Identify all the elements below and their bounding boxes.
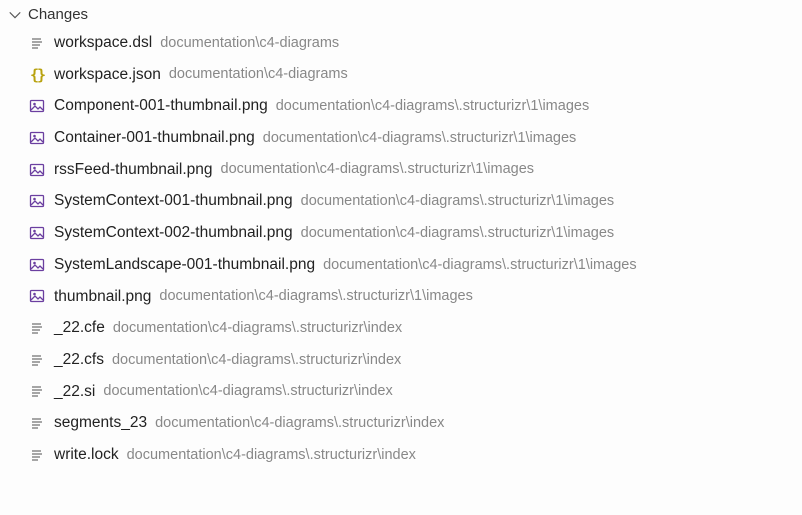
file-row[interactable]: segments_23 documentation\c4-diagrams\.st… (0, 407, 802, 439)
file-name: _22.si (54, 381, 95, 403)
file-path: documentation\c4-diagrams\.structurizr\1… (301, 191, 615, 211)
file-row[interactable]: SystemContext-001-thumbnail.png documenta… (0, 185, 802, 217)
file-path: documentation\c4-diagrams\.structurizr\1… (159, 286, 473, 306)
file-row[interactable]: workspace.dsl documentation\c4-diagrams (0, 27, 802, 59)
file-name: SystemLandscape-001-thumbnail.png (54, 254, 315, 276)
file-row[interactable]: _22.cfs documentation\c4-diagrams\.struct… (0, 344, 802, 376)
image-file-icon (28, 224, 46, 242)
file-row[interactable]: rssFeed-thumbnail.png documentation\c4-di… (0, 154, 802, 186)
file-name: SystemContext-002-thumbnail.png (54, 222, 293, 244)
file-path: documentation\c4-diagrams\.structurizr\1… (221, 159, 535, 179)
image-file-icon (28, 129, 46, 147)
svg-text:}: } (37, 67, 45, 83)
chevron-down-icon (8, 8, 22, 22)
file-name: Container-001-thumbnail.png (54, 127, 255, 149)
file-path: documentation\c4-diagrams\.structurizr\i… (103, 381, 392, 401)
file-row[interactable]: {} workspace.json documentation\c4-diagram… (0, 59, 802, 91)
file-path: documentation\c4-diagrams\.structurizr\1… (263, 128, 577, 148)
file-row[interactable]: SystemLandscape-001-thumbnail.png documen… (0, 249, 802, 281)
file-row[interactable]: SystemContext-002-thumbnail.png documenta… (0, 217, 802, 249)
file-name: _22.cfe (54, 317, 105, 339)
file-name: thumbnail.png (54, 286, 151, 308)
file-name: SystemContext-001-thumbnail.png (54, 190, 293, 212)
file-name: Component-001-thumbnail.png (54, 95, 268, 117)
image-file-icon (28, 256, 46, 274)
file-name: workspace.dsl (54, 32, 152, 54)
json-file-icon: {} (28, 66, 46, 84)
file-row[interactable]: _22.cfe documentation\c4-diagrams\.struct… (0, 312, 802, 344)
file-path: documentation\c4-diagrams\.structurizr\1… (323, 255, 637, 275)
file-name: _22.cfs (54, 349, 104, 371)
image-file-icon (28, 97, 46, 115)
file-row[interactable]: write.lock documentation\c4-diagrams\.str… (0, 439, 802, 471)
file-row[interactable]: Component-001-thumbnail.png documentation… (0, 90, 802, 122)
file-row[interactable]: _22.si documentation\c4-diagrams\.structu… (0, 376, 802, 408)
text-file-icon (28, 382, 46, 400)
file-row[interactable]: Container-001-thumbnail.png documentation… (0, 122, 802, 154)
file-path: documentation\c4-diagrams\.structurizr\i… (155, 413, 444, 433)
file-name: write.lock (54, 444, 119, 466)
file-path: documentation\c4-diagrams (169, 64, 348, 84)
image-file-icon (28, 161, 46, 179)
changes-panel: Changes workspace.dsl documentation\c4-di… (0, 0, 802, 473)
file-name: workspace.json (54, 64, 161, 86)
file-path: documentation\c4-diagrams\.structurizr\i… (127, 445, 416, 465)
file-name: rssFeed-thumbnail.png (54, 159, 213, 181)
text-file-icon (28, 319, 46, 337)
file-name: segments_23 (54, 412, 147, 434)
text-file-icon (28, 446, 46, 464)
section-title: Changes (28, 6, 88, 23)
file-path: documentation\c4-diagrams\.structurizr\1… (276, 96, 590, 116)
file-path: documentation\c4-diagrams\.structurizr\i… (112, 350, 401, 370)
file-path: documentation\c4-diagrams\.structurizr\1… (301, 223, 615, 243)
file-path: documentation\c4-diagrams\.structurizr\i… (113, 318, 402, 338)
image-file-icon (28, 192, 46, 210)
text-file-icon (28, 34, 46, 52)
file-row[interactable]: thumbnail.png documentation\c4-diagrams\.… (0, 281, 802, 313)
text-file-icon (28, 414, 46, 432)
text-file-icon (28, 351, 46, 369)
file-list: workspace.dsldocumentation\c4-diagrams{}… (0, 27, 802, 471)
image-file-icon (28, 287, 46, 305)
file-path: documentation\c4-diagrams (160, 33, 339, 53)
section-header-changes[interactable]: Changes (0, 2, 802, 27)
